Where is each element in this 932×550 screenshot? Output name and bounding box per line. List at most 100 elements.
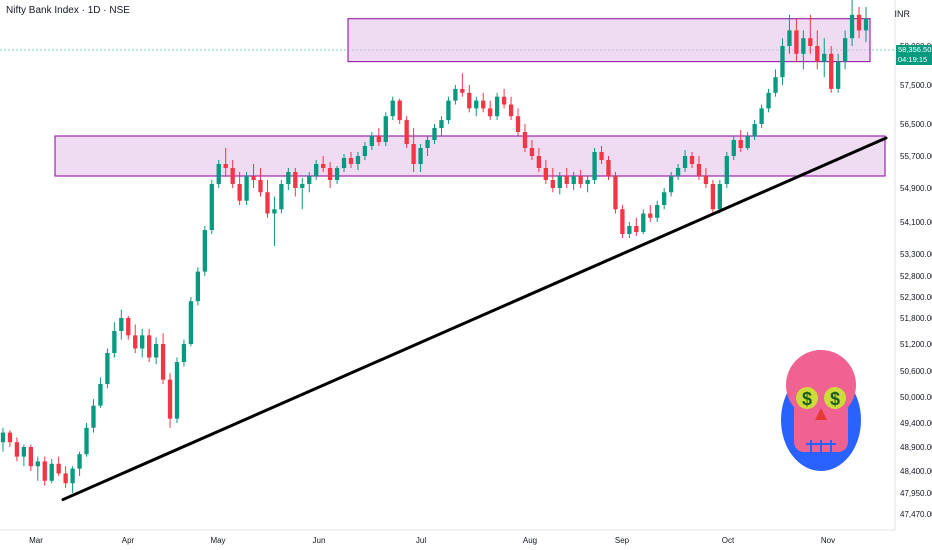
candle-body xyxy=(63,473,68,484)
candle-body xyxy=(536,156,542,168)
candle-body xyxy=(383,116,388,142)
price-tick-label: 53,300.00 xyxy=(900,250,932,259)
nose-icon xyxy=(815,408,827,420)
candle-body xyxy=(675,168,681,176)
candle-body xyxy=(557,176,562,188)
candle-body xyxy=(341,158,347,168)
candle-body xyxy=(606,160,611,176)
candle-body xyxy=(230,168,235,184)
candle-body xyxy=(390,100,395,117)
month-tick-label: May xyxy=(210,536,225,545)
candle-body xyxy=(488,108,493,117)
candle-body xyxy=(856,14,862,31)
candle-body xyxy=(167,379,173,419)
candle-body xyxy=(710,184,716,210)
svg-text:$: $ xyxy=(802,389,812,409)
candle-body xyxy=(28,447,33,467)
candle-body xyxy=(467,92,472,109)
last-price-badge[interactable]: 58,356.50 04:19:15 xyxy=(896,45,932,65)
candle-body xyxy=(550,180,555,188)
price-axis[interactable]: 58,000.0057,500.0056,500.0055,700.0054,9… xyxy=(900,42,932,519)
trendline xyxy=(61,136,888,502)
price-tick-label: 52,300.00 xyxy=(900,293,932,302)
candle-body xyxy=(522,132,528,148)
candle-body xyxy=(717,184,723,210)
candle-body xyxy=(404,120,409,144)
candle-body xyxy=(314,164,319,176)
price-tick-label: 48,900.00 xyxy=(900,443,932,452)
candle-body xyxy=(14,442,20,457)
left-eye-icon xyxy=(796,387,818,409)
candle-body xyxy=(77,454,82,469)
candle-body xyxy=(126,318,131,336)
candle-body xyxy=(56,463,61,474)
candle-body xyxy=(327,168,333,180)
candle-body xyxy=(376,136,381,142)
candle-body xyxy=(7,432,13,443)
candle-body xyxy=(460,88,465,93)
candle-body xyxy=(237,184,242,201)
candle-body xyxy=(529,148,535,156)
candle-body xyxy=(752,124,757,136)
candle-body xyxy=(578,176,583,184)
candle-body xyxy=(815,46,820,62)
candle-body xyxy=(745,136,750,148)
candle-body xyxy=(153,344,159,358)
month-tick-label: Jul xyxy=(416,536,426,545)
month-tick-label: Jun xyxy=(313,536,326,545)
price-tick-label: 54,900.00 xyxy=(900,184,932,193)
candle-body xyxy=(842,38,848,62)
candle-body xyxy=(49,463,54,481)
candle-body xyxy=(42,461,47,481)
candle-body xyxy=(334,168,340,180)
candle-body xyxy=(481,100,486,109)
month-tick-label: Apr xyxy=(122,536,135,545)
candle-body xyxy=(397,100,402,121)
candle-body xyxy=(773,77,778,93)
candle-body xyxy=(98,384,103,406)
right-eye-icon xyxy=(824,387,846,409)
candle-body xyxy=(251,176,256,180)
candle-body xyxy=(808,38,813,46)
candle-body xyxy=(369,136,375,146)
price-tick-label: 47,470.00 xyxy=(900,510,932,519)
candle-body xyxy=(21,447,27,457)
price-tick-label: 49,400.00 xyxy=(900,419,932,428)
month-tick-label: Sep xyxy=(615,536,630,545)
time-axis[interactable]: Mar Apr May Jun Jul Aug Sep Oct Nov xyxy=(29,536,835,545)
candle-body xyxy=(849,14,855,39)
candle-body xyxy=(146,335,152,358)
candle-body xyxy=(863,18,869,31)
candle-body xyxy=(174,362,180,419)
candle-body xyxy=(829,53,834,89)
candle-body xyxy=(731,140,736,156)
candle-body xyxy=(787,30,792,46)
candle-body xyxy=(634,226,639,232)
candle-body xyxy=(160,344,166,380)
price-zone[interactable] xyxy=(54,135,886,177)
candle-body xyxy=(188,301,194,344)
candle-body xyxy=(801,38,806,54)
candle-body xyxy=(696,164,702,176)
candle-body xyxy=(355,156,361,164)
candle-body xyxy=(300,184,305,188)
candle-body xyxy=(599,152,604,160)
candle-body xyxy=(585,180,590,184)
candle-body xyxy=(279,184,284,210)
price-tick-label: 57,500.00 xyxy=(900,81,932,90)
candle-body xyxy=(202,230,207,272)
candle-body xyxy=(216,164,221,184)
price-zone[interactable] xyxy=(347,18,871,63)
candle-body xyxy=(432,128,437,140)
candle-body xyxy=(265,192,270,214)
month-tick-label: Aug xyxy=(523,536,537,545)
candle-body xyxy=(35,461,40,467)
candle-body xyxy=(70,468,75,484)
price-tick-label: 50,000.00 xyxy=(900,393,932,402)
candle-body xyxy=(759,108,764,124)
candle-body xyxy=(508,104,514,117)
price-tick-label: 47,950.00 xyxy=(900,489,932,498)
candle-body xyxy=(668,176,674,193)
candle-body xyxy=(439,120,444,128)
